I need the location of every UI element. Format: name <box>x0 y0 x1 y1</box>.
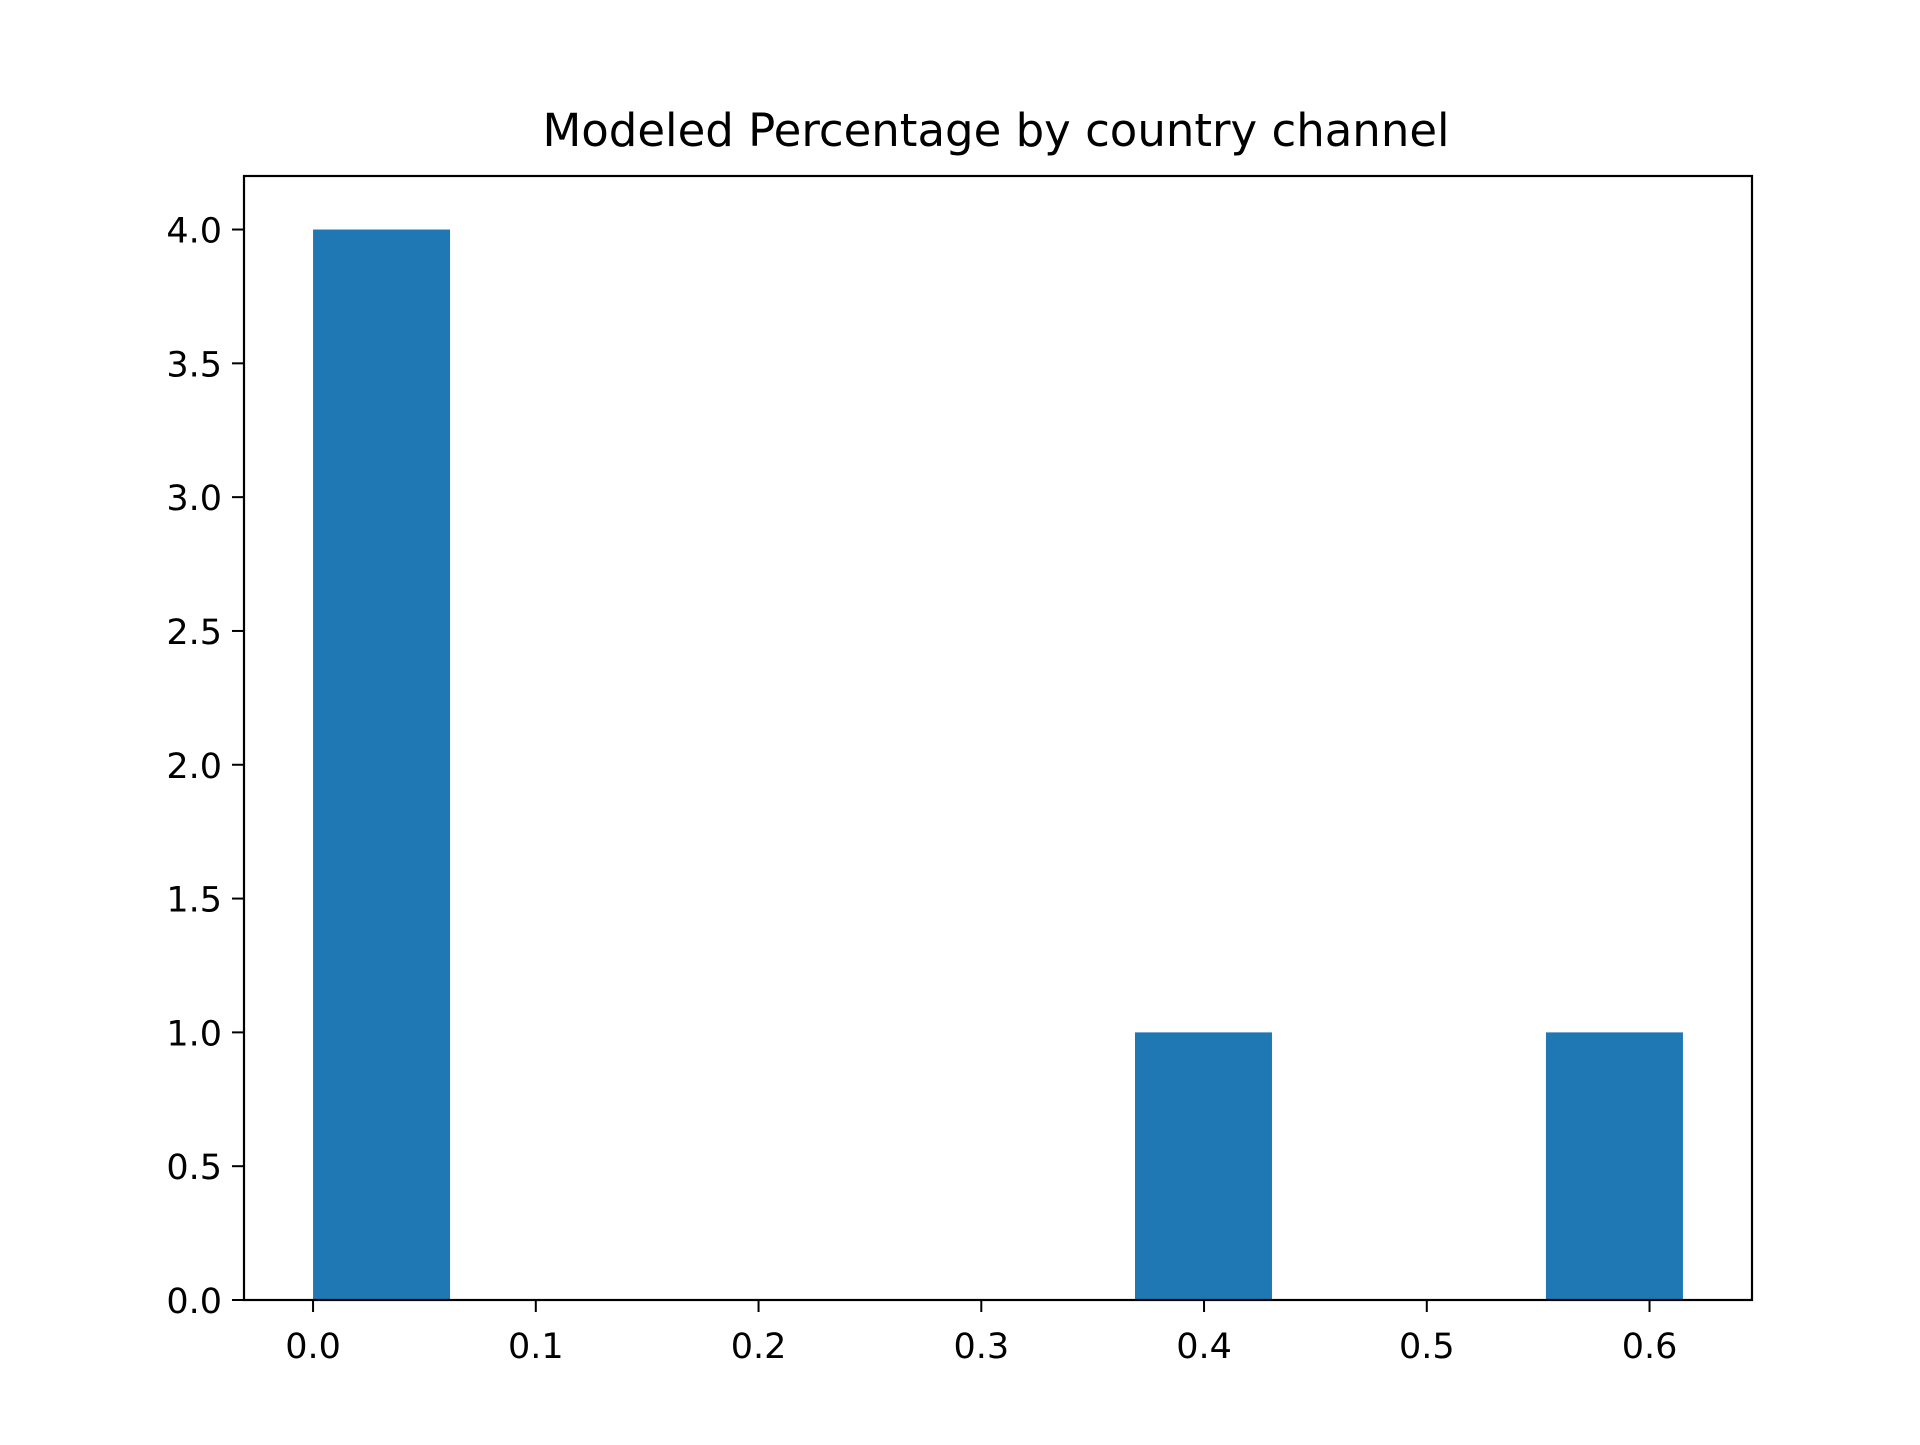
bar-2 <box>1545 1032 1683 1300</box>
x-tick-label-1: 0.1 <box>508 1327 564 1367</box>
x-tick-label-3: 0.3 <box>953 1327 1009 1367</box>
y-tick-label-7: 3.5 <box>166 345 222 385</box>
x-tick-label-5: 0.5 <box>1399 1327 1455 1367</box>
chart-title: Modeled Percentage by country channel <box>542 104 1449 157</box>
y-tick-label-2: 1.0 <box>166 1014 222 1054</box>
bars <box>313 229 1683 1300</box>
y-tick-label-8: 4.0 <box>166 212 222 252</box>
x-tick-label-6: 0.6 <box>1622 1327 1678 1367</box>
y-tick-label-1: 0.5 <box>166 1148 222 1188</box>
y-tick-label-4: 2.0 <box>166 747 222 787</box>
x-tick-label-2: 0.2 <box>731 1327 787 1367</box>
x-tick-label-4: 0.4 <box>1176 1327 1232 1367</box>
bar-0 <box>313 229 451 1300</box>
plot-frame <box>242 174 1754 1302</box>
y-axis-ticks: 0.0 0.5 1.0 1.5 2.0 2.5 3.0 3.5 4.0 <box>166 212 244 1322</box>
y-tick-label-0: 0.0 <box>166 1282 222 1322</box>
y-tick-label-5: 2.5 <box>166 613 222 653</box>
y-tick-label-6: 3.0 <box>166 479 222 519</box>
y-tick-label-3: 1.5 <box>166 881 222 921</box>
x-axis-ticks: 0.0 0.1 0.2 0.3 0.4 0.5 0.6 <box>285 1300 1677 1367</box>
bar-1 <box>1134 1032 1272 1300</box>
x-tick-label-0: 0.0 <box>285 1327 341 1367</box>
